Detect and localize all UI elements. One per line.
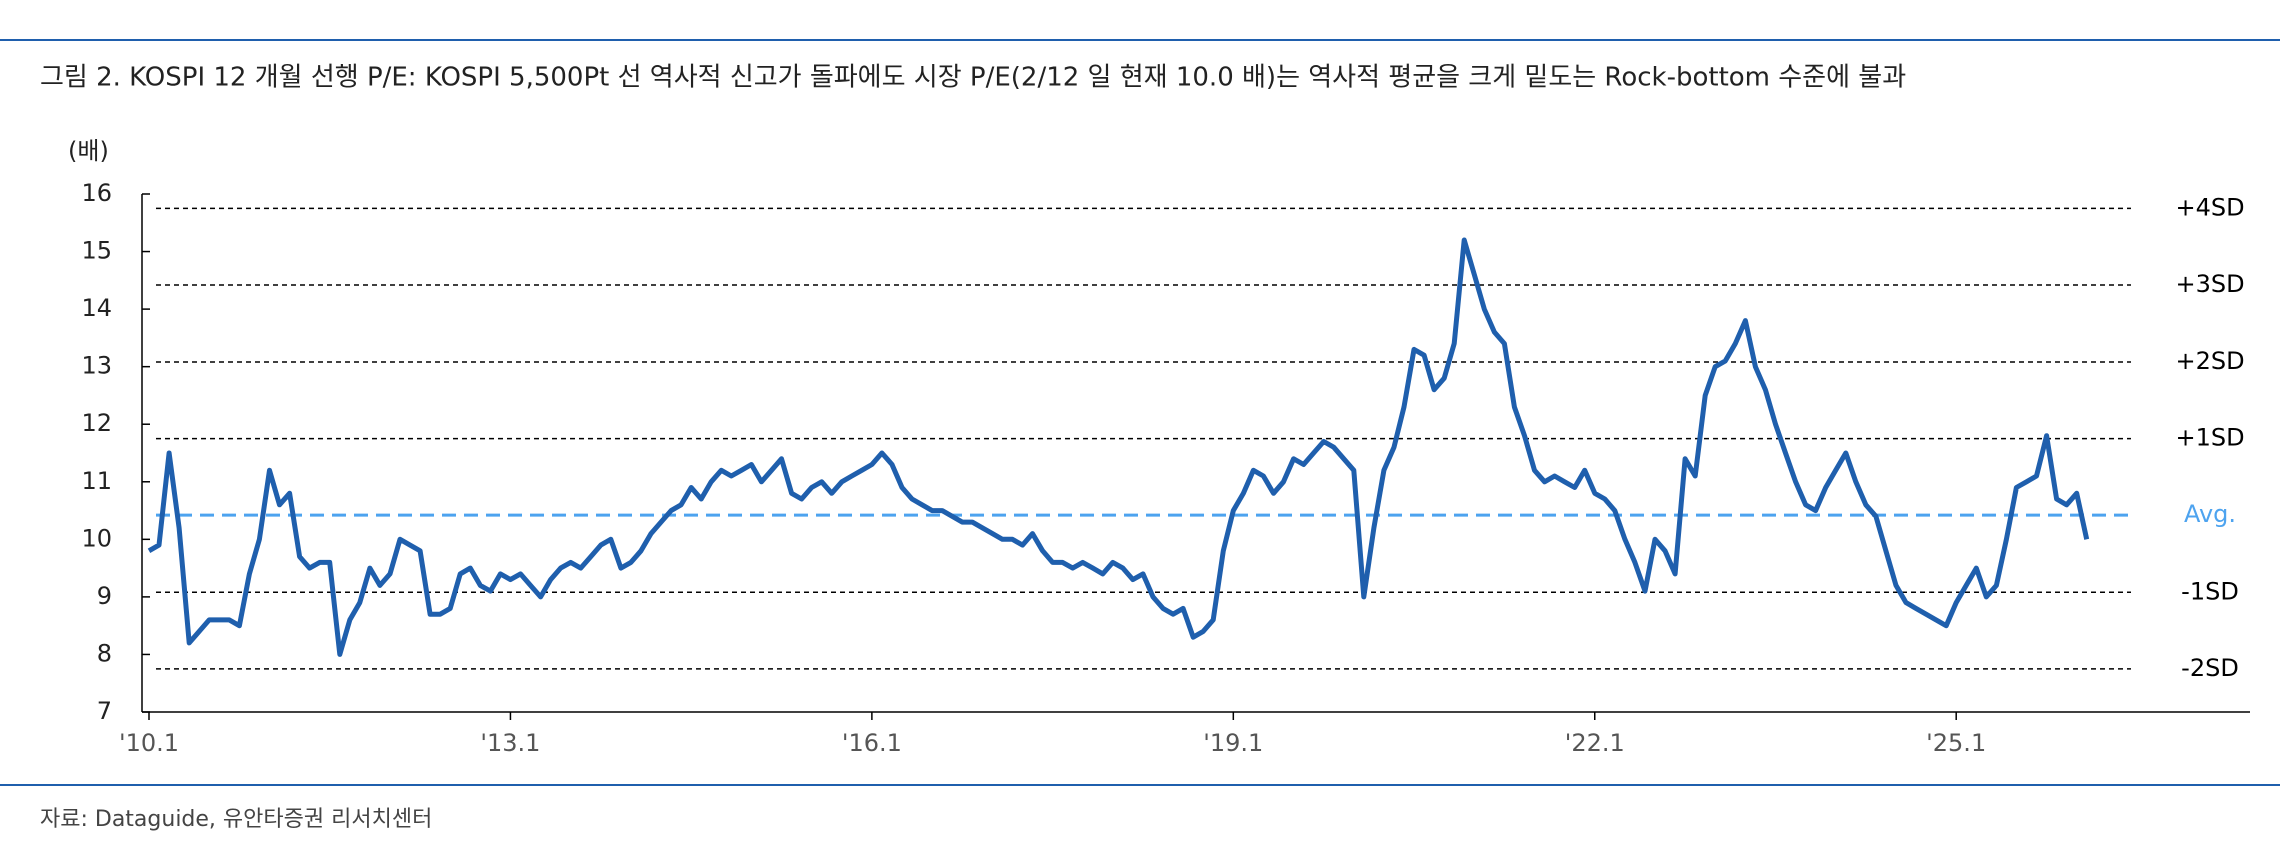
y-tick-label: 9 bbox=[97, 582, 112, 610]
reference-label: -1SD bbox=[2181, 577, 2239, 605]
y-tick-label: 10 bbox=[81, 524, 112, 552]
x-tick-label: '22.1 bbox=[1565, 729, 1625, 757]
y-tick-label: 15 bbox=[81, 237, 112, 265]
y-tick-label: 11 bbox=[81, 467, 112, 495]
y-tick-label: 14 bbox=[81, 294, 112, 322]
reference-label: +2SD bbox=[2175, 347, 2244, 375]
data-line bbox=[147, 237, 2090, 657]
x-tick-label: '16.1 bbox=[842, 729, 902, 757]
reference-label: -2SD bbox=[2181, 654, 2239, 682]
y-tick-label: 7 bbox=[97, 697, 112, 725]
chart-title: 그림 2. KOSPI 12 개월 선행 P/E: KOSPI 5,500Pt … bbox=[40, 63, 1906, 93]
reference-label: +1SD bbox=[2175, 424, 2244, 452]
x-tick-label: '19.1 bbox=[1203, 729, 1263, 757]
source-note: 자료: Dataguide, 유안타증권 리서치센터 bbox=[40, 807, 432, 832]
x-tick-label: '25.1 bbox=[1926, 729, 1986, 757]
y-axis-unit: (배) bbox=[68, 137, 109, 165]
y-tick-label: 13 bbox=[81, 352, 112, 380]
x-tick-label: '13.1 bbox=[480, 729, 540, 757]
y-tick-label: 16 bbox=[81, 179, 112, 207]
y-tick-label: 8 bbox=[97, 639, 112, 667]
x-tick-label: '10.1 bbox=[119, 729, 179, 757]
reference-label: +4SD bbox=[2175, 193, 2244, 221]
reference-label: Avg. bbox=[2184, 500, 2236, 528]
y-tick-label: 12 bbox=[81, 409, 112, 437]
reference-label: +3SD bbox=[2175, 270, 2244, 298]
